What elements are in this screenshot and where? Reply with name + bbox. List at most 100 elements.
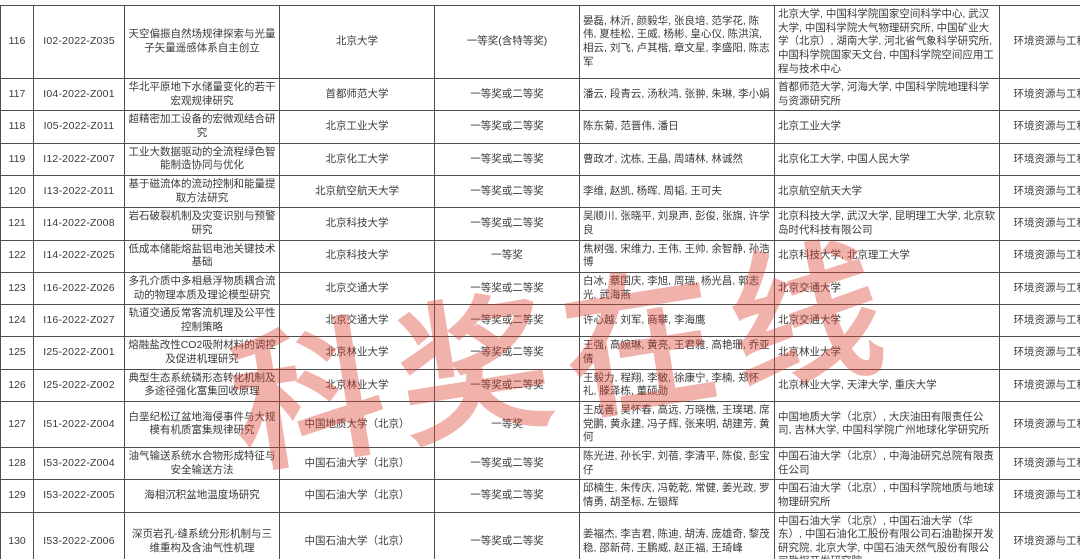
cell-completing-institutions: 北京工业大学 <box>774 110 1000 144</box>
cell-nominating-university: 北京工业大学 <box>279 110 435 144</box>
cell-project-id: I02-2022-Z035 <box>33 4 125 80</box>
cell-project-id: I16-2022-Z026 <box>33 271 125 306</box>
cell-completing-institutions: 北京林业大学 <box>774 336 1000 370</box>
cell-row-number: 129 <box>0 479 34 513</box>
cell-project-title: 典型生态系统磷形态转化机制及多途径强化富集回收原理 <box>124 368 280 403</box>
cell-review-group: 环境资源与工程技术组 <box>999 446 1080 481</box>
cell-nominating-university: 北京科技大学 <box>279 239 435 273</box>
cell-row-number: 121 <box>0 207 34 241</box>
cell-review-group: 环境资源与工程技术组 <box>999 4 1080 80</box>
cell-row-number: 125 <box>0 336 34 370</box>
cell-row-number: 119 <box>0 142 34 177</box>
cell-award-level: 一等奖或二等奖 <box>434 368 580 403</box>
cell-project-title: 工业大数据驱动的全流程绿色智能制造协同与优化 <box>124 142 280 177</box>
cell-project-id: I16-2022-Z027 <box>33 304 125 338</box>
cell-award-level: 一等奖或二等奖 <box>434 207 580 241</box>
table-row: 121 I14-2022-Z008 岩石破裂机制及灾变识别与预警研究 北京科技大学 一等… <box>0 207 1080 241</box>
cell-row-number: 116 <box>0 4 34 80</box>
table-row: 128 I53-2022-Z004 油气输送系统水合物形成特征与安全输送方法 中国石油… <box>0 446 1080 481</box>
cell-team-members: 白冰, 蔡国庆, 李旭, 周瑞, 杨光昌, 郭志光, 武海燕 <box>579 271 775 306</box>
cell-row-number: 117 <box>0 78 34 112</box>
cell-project-title: 熔融盐改性CO2吸附材料的调控及促进机理研究 <box>124 336 280 370</box>
table-row: 125 I25-2022-Z001 熔融盐改性CO2吸附材料的调控及促进机理研究 北京… <box>0 336 1080 370</box>
cell-project-title: 海相沉积盆地温度场研究 <box>124 479 280 513</box>
table-row: 116 I02-2022-Z035 天空偏振自然场规律探索与光量子矢量遥感体系自主创… <box>0 4 1080 80</box>
cell-team-members: 晏磊, 林沂, 颜毅华, 张良培, 范学花, 陈伟, 夏桂松, 王威, 杨彬, … <box>579 4 775 80</box>
cell-review-group: 环境资源与工程技术组 <box>999 401 1080 448</box>
cell-review-group: 环境资源与工程技术组 <box>999 110 1080 144</box>
cell-review-group: 环境资源与工程技术组 <box>999 511 1080 559</box>
cell-nominating-university: 北京林业大学 <box>279 368 435 403</box>
cell-completing-institutions: 北京大学, 中国科学院国家空间科学中心, 武汉大学, 中国科学院大气物理研究所,… <box>774 4 1000 80</box>
cell-review-group: 环境资源与工程技术组 <box>999 142 1080 177</box>
table-row: 127 I51-2022-Z004 白垩纪松辽盆地海侵事件与大规模有机质富集规律研究… <box>0 401 1080 448</box>
cell-project-title: 华北平原地下水储量变化的若干宏观规律研究 <box>124 78 280 112</box>
cell-award-level: 一等奖或二等奖 <box>434 511 580 559</box>
cell-project-title: 天空偏振自然场规律探索与光量子矢量遥感体系自主创立 <box>124 4 280 80</box>
cell-award-level: 一等奖或二等奖 <box>434 446 580 481</box>
cell-review-group: 环境资源与工程技术组 <box>999 207 1080 241</box>
cell-award-level: 一等奖或二等奖 <box>434 479 580 513</box>
cell-project-id: I14-2022-Z025 <box>33 239 125 273</box>
cell-project-title: 低成本储能熔盐铝电池关键技术基础 <box>124 239 280 273</box>
cell-review-group: 环境资源与工程技术组 <box>999 175 1080 209</box>
cell-award-level: 一等奖 <box>434 401 580 448</box>
cell-nominating-university: 北京交通大学 <box>279 304 435 338</box>
table-row: 130 I53-2022-Z006 深页岩孔-缝系统分形机制与三维重构及含油气性机理… <box>0 511 1080 559</box>
cell-project-id: I51-2022-Z004 <box>33 401 125 448</box>
cell-team-members: 焦树强, 宋维力, 王伟, 王帅, 余智静, 孙浩博 <box>579 239 775 273</box>
cell-team-members: 邱楠生, 朱传庆, 冯乾乾, 常健, 姜光政, 罗情勇, 胡圣标, 左银辉 <box>579 479 775 513</box>
cell-row-number: 118 <box>0 110 34 144</box>
cell-team-members: 许心越, 刘军, 商攀, 李海鹰 <box>579 304 775 338</box>
cell-award-level: 一等奖或二等奖 <box>434 175 580 209</box>
cell-team-members: 李维, 赵凯, 杨晖, 周韬, 王可夫 <box>579 175 775 209</box>
cell-review-group: 环境资源与工程技术组 <box>999 78 1080 112</box>
cell-team-members: 王强, 高婉琳, 黄亮, 王君雅, 高艳珊, 乔亚倩 <box>579 336 775 370</box>
cell-project-id: I53-2022-Z005 <box>33 479 125 513</box>
cell-completing-institutions: 中国石油大学（北京）, 中海油研究总院有限责任公司 <box>774 446 1000 481</box>
cell-award-level: 一等奖或二等奖 <box>434 142 580 177</box>
cell-project-title: 岩石破裂机制及灾变识别与预警研究 <box>124 207 280 241</box>
table-row: 129 I53-2022-Z005 海相沉积盆地温度场研究 中国石油大学（北京） 一等奖… <box>0 479 1080 513</box>
cell-completing-institutions: 中国石油大学（北京）, 中国石油大学（华东）, 中国石油化工股份有限公司石油勘探… <box>774 511 1000 559</box>
cell-team-members: 曹政才, 沈栋, 王晶, 周靖林, 林诚然 <box>579 142 775 177</box>
cell-team-members: 姜福杰, 李吉君, 陈迪, 胡涛, 庞雄奇, 黎茂稳, 邵新荷, 王鹏威, 赵正… <box>579 511 775 559</box>
cell-nominating-university: 北京大学 <box>279 4 435 80</box>
cell-row-number: 126 <box>0 368 34 403</box>
cell-award-level: 一等奖或二等奖 <box>434 336 580 370</box>
cell-completing-institutions: 中国地质大学（北京）, 大庆油田有限责任公司, 吉林大学, 中国科学院广州地球化… <box>774 401 1000 448</box>
cell-completing-institutions: 北京林业大学, 天津大学, 重庆大学 <box>774 368 1000 403</box>
cell-award-level: 一等奖或二等奖 <box>434 304 580 338</box>
cell-project-title: 白垩纪松辽盆地海侵事件与大规模有机质富集规律研究 <box>124 401 280 448</box>
cell-completing-institutions: 首都师范大学, 河海大学, 中国科学院地理科学与资源研究所 <box>774 78 1000 112</box>
cell-nominating-university: 首都师范大学 <box>279 78 435 112</box>
cell-project-id: I25-2022-Z001 <box>33 336 125 370</box>
cell-project-id: I04-2022-Z001 <box>33 78 125 112</box>
cell-team-members: 陈光进, 孙长宇, 刘蓓, 李清平, 陈俊, 彭宝仔 <box>579 446 775 481</box>
cell-project-id: I53-2022-Z004 <box>33 446 125 481</box>
cell-nominating-university: 中国石油大学（北京） <box>279 446 435 481</box>
cell-nominating-university: 北京林业大学 <box>279 336 435 370</box>
cell-row-number: 130 <box>0 511 34 559</box>
cell-review-group: 环境资源与工程技术组 <box>999 336 1080 370</box>
cell-team-members: 潘云, 段青云, 汤秋鸿, 张翀, 朱琳, 李小娟 <box>579 78 775 112</box>
cell-project-title: 多孔介质中多相悬浮物质耦合流动的物理本质及理论模型研究 <box>124 271 280 306</box>
cell-review-group: 环境资源与工程技术组 <box>999 239 1080 273</box>
cell-project-title: 轨道交通反常客流机理及公平性控制策略 <box>124 304 280 338</box>
cell-nominating-university: 中国石油大学（北京） <box>279 511 435 559</box>
table-row: 117 I04-2022-Z001 华北平原地下水储量变化的若干宏观规律研究 首都师范… <box>0 78 1080 112</box>
cell-project-title: 超精密加工设备的宏微观结合研究 <box>124 110 280 144</box>
table-row: 118 I05-2022-Z011 超精密加工设备的宏微观结合研究 北京工业大学 一等奖… <box>0 110 1080 144</box>
cell-row-number: 123 <box>0 271 34 306</box>
cell-project-id: I53-2022-Z006 <box>33 511 125 559</box>
cell-team-members: 吴顺川, 张晓平, 刘泉声, 彭俊, 张旗, 许学良 <box>579 207 775 241</box>
cell-review-group: 环境资源与工程技术组 <box>999 271 1080 306</box>
cell-completing-institutions: 北京交通大学 <box>774 304 1000 338</box>
award-table-body: 116 I02-2022-Z035 天空偏振自然场规律探索与光量子矢量遥感体系自主创… <box>0 4 1080 559</box>
cell-award-level: 一等奖或二等奖 <box>434 78 580 112</box>
cell-row-number: 122 <box>0 239 34 273</box>
cell-completing-institutions: 北京航空航天大学 <box>774 175 1000 209</box>
cell-team-members: 王毅力, 程翔, 李敏, 徐康宁, 李楠, 郑怀礼, 滕泽栋, 董硕勋 <box>579 368 775 403</box>
cell-completing-institutions: 北京化工大学, 中国人民大学 <box>774 142 1000 177</box>
